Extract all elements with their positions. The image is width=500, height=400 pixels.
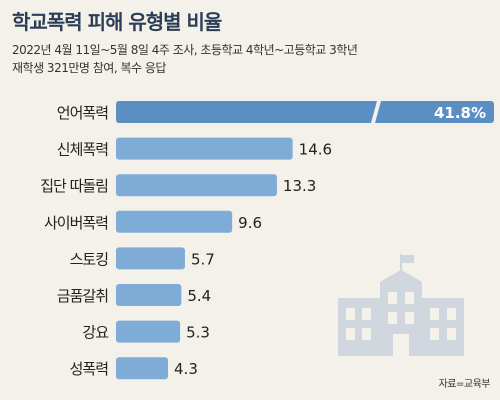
subtitle-survey-period: 2022년 4월 11일~5월 8일 4주 조사, 초등학교 4학년~고등학교 … — [12, 43, 358, 57]
category-label: 스토킹 — [70, 250, 108, 268]
category-label: 신체폭력 — [57, 141, 108, 159]
value-label: 5.4 — [187, 287, 211, 305]
value-label: 14.6 — [299, 141, 332, 159]
bar — [116, 284, 182, 306]
bar — [116, 174, 277, 197]
value-label: 9.6 — [238, 214, 262, 232]
chart-subtitle: 2022년 4월 11일~5월 8일 4주 조사, 초등학교 4학년~고등학교 … — [12, 41, 358, 77]
school-building-icon — [338, 254, 464, 356]
chart-title: 학교폭력 피해 유형별 비율 — [12, 10, 222, 34]
value-label: 5.3 — [186, 324, 210, 342]
bar — [116, 357, 169, 380]
bar — [116, 320, 181, 343]
value-label: 4.3 — [174, 360, 198, 378]
bar — [116, 101, 494, 123]
category-label: 금품갈취 — [57, 287, 108, 305]
category-label: 언어폭력 — [57, 104, 108, 122]
value-label: 13.3 — [283, 177, 316, 195]
category-label: 성폭력 — [70, 360, 108, 378]
value-label: 41.8% — [434, 104, 486, 122]
bar — [116, 137, 293, 160]
category-label: 강요 — [82, 324, 109, 342]
source-note: 자료=교육부 — [438, 379, 491, 390]
category-label: 사이버폭력 — [44, 214, 108, 232]
category-label: 집단 따돌림 — [40, 177, 108, 195]
bar — [116, 210, 233, 233]
subtitle-participants: 재학생 321만명 참여, 복수 응답 — [12, 61, 166, 75]
value-label: 5.7 — [191, 250, 215, 268]
bar — [116, 247, 185, 270]
axis-break-mark — [371, 101, 381, 123]
